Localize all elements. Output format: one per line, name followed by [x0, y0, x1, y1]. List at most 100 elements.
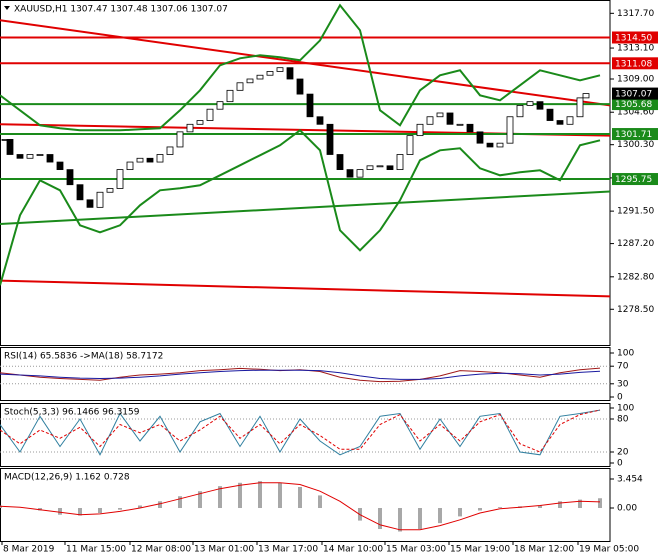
candle-body [436, 112, 444, 118]
macd-bar [98, 508, 102, 514]
candle-body [56, 161, 64, 171]
macd-bar [478, 508, 482, 511]
candle-body [166, 146, 174, 155]
candle-body [196, 120, 204, 125]
panel-title: RSI(14) 65.5836 ->MA(18) 58.7172 [4, 352, 163, 362]
candle-body [582, 93, 590, 99]
candle-body [256, 74, 264, 80]
panel-title: XAUUSD,H1 1307.47 1307.48 1307.06 1307.0… [14, 5, 228, 15]
macd-bar [298, 487, 302, 508]
macd-bar [398, 508, 402, 532]
y-tick-label: 100 [617, 349, 634, 359]
candle-body [296, 78, 304, 95]
indicator-line [0, 369, 601, 380]
macd-bar [458, 508, 462, 517]
candle-body [536, 101, 544, 110]
candle-body [306, 93, 314, 118]
macd-bar [118, 508, 122, 510]
y-tick-label: 0 [617, 393, 623, 403]
macd-bar [78, 508, 82, 516]
x-tick-label: 11 Mar 15:00 [66, 545, 126, 555]
candle-body [576, 97, 584, 118]
bollinger-band [0, 128, 601, 286]
candle-body [326, 123, 334, 155]
price-label-box [612, 173, 658, 186]
price-label-box [612, 128, 658, 141]
candle-body [66, 169, 74, 186]
price-label-box [612, 87, 658, 100]
candle-body [206, 108, 214, 121]
price-label: 1311.08 [615, 59, 652, 69]
candle-body [156, 154, 164, 163]
candle-body [416, 123, 424, 137]
candle-body [466, 123, 474, 133]
y-tick-label: 1309.00 [617, 75, 654, 85]
candle-body [446, 112, 454, 125]
price-label: 1314.50 [615, 33, 652, 43]
candle-body [366, 165, 374, 171]
candle-body [6, 139, 14, 155]
panel-title: Stoch(5,3,3) 96.1466 96.3159 [4, 408, 140, 418]
candle-body [286, 67, 294, 80]
panel-frame [0, 468, 611, 542]
candle-body [276, 67, 284, 72]
macd-bar [138, 505, 142, 508]
candle-body [236, 82, 244, 91]
y-tick-label: 0 [617, 459, 623, 469]
price-label: 1301.71 [615, 130, 652, 140]
candle-body [516, 105, 524, 118]
candle-body [566, 116, 574, 125]
candle-body [426, 116, 434, 125]
candle-body [356, 169, 364, 178]
x-tick-label: 8 Mar 2019 [3, 545, 55, 555]
macd-bar [418, 508, 422, 529]
candle-body [316, 116, 324, 125]
y-tick-label: 30 [617, 379, 629, 389]
menu-arrow[interactable] [4, 6, 10, 10]
macd-bar [598, 498, 602, 508]
candle-body [26, 154, 34, 159]
candle-body [346, 169, 354, 178]
candle-body [76, 184, 84, 201]
macd-bar [58, 508, 62, 515]
y-tick-label: 1313.10 [617, 44, 654, 54]
x-tick-label: 13 Mar 01:00 [194, 545, 254, 555]
candle-body [376, 165, 384, 168]
y-tick-label: 1287.20 [617, 239, 654, 249]
y-tick-label: 80 [617, 415, 629, 425]
candle-body [86, 199, 94, 208]
candle-body [116, 169, 124, 189]
y-tick-label: 1317.70 [617, 9, 654, 19]
y-tick-label: 1278.50 [617, 305, 654, 315]
x-tick-label: 13 Mar 17:00 [258, 545, 318, 555]
panel-title: MACD(12,26,9) 1.162 0.728 [4, 473, 130, 483]
x-tick-label: 15 Mar 19:00 [450, 545, 510, 555]
macd-bar [378, 508, 382, 529]
candle-body [106, 188, 114, 193]
candle-body [406, 135, 414, 155]
x-tick-label: 19 Mar 05:00 [579, 545, 639, 555]
y-tick-label: 1300.30 [617, 140, 654, 150]
x-tick-label: 14 Mar 10:00 [323, 545, 383, 555]
macd-bar [538, 505, 542, 508]
y-tick-label: 70 [617, 362, 629, 372]
trendline [0, 190, 611, 225]
macd-bar [158, 501, 162, 508]
price-label-box [612, 31, 658, 44]
indicator-line [0, 409, 601, 453]
y-tick-label: 100 [617, 404, 634, 414]
macd-bar [218, 486, 222, 508]
candle-body [136, 157, 144, 163]
price-label: 1295.75 [615, 175, 652, 185]
y-tick-label: 1304.60 [617, 108, 654, 118]
candle-body [496, 142, 504, 148]
indicator-line [0, 409, 601, 456]
signal-line [0, 482, 601, 531]
y-tick-label: 0.00 [617, 504, 637, 514]
candle-body [176, 131, 184, 148]
candle-body [456, 123, 464, 126]
macd-bar [238, 482, 242, 508]
candle-body [186, 123, 194, 133]
candle-body [266, 71, 274, 76]
